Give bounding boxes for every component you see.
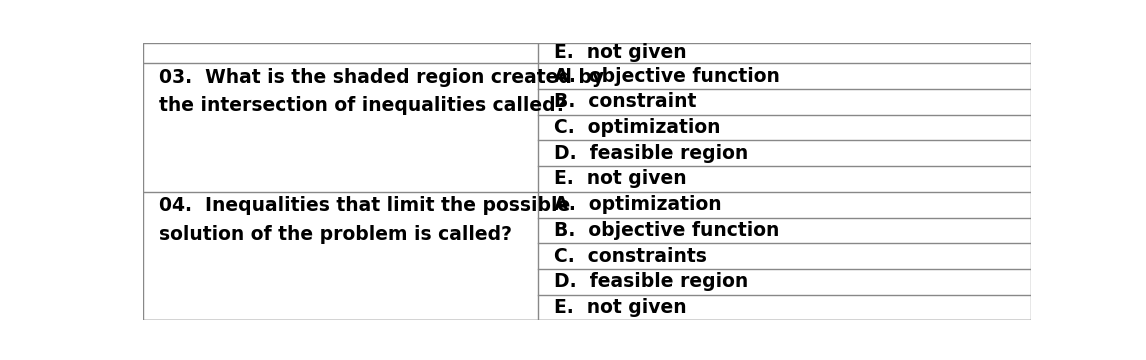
Text: C.  optimization: C. optimization [555, 118, 721, 137]
Text: B.  constraint: B. constraint [555, 92, 697, 111]
Text: 03.  What is the shaded region created by
the intersection of inequalities calle: 03. What is the shaded region created by… [159, 68, 604, 115]
Text: C.  constraints: C. constraints [555, 247, 707, 266]
Text: B.  objective function: B. objective function [555, 221, 779, 240]
Text: E.  not given: E. not given [555, 170, 688, 188]
Text: E.  not given: E. not given [555, 43, 688, 62]
Text: D.  feasible region: D. feasible region [555, 144, 748, 163]
Text: A.  optimization: A. optimization [555, 195, 722, 214]
Text: D.  feasible region: D. feasible region [555, 272, 748, 291]
Text: 04.  Inequalities that limit the possible
solution of the problem is called?: 04. Inequalities that limit the possible… [159, 196, 571, 244]
Text: A.  objective function: A. objective function [555, 67, 780, 86]
Text: E.  not given: E. not given [555, 298, 688, 317]
